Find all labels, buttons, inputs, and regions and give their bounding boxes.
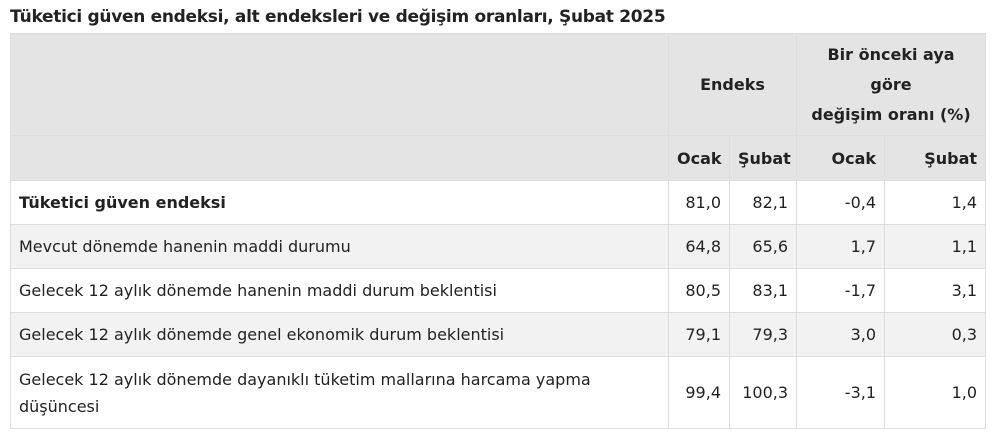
row-value: 64,8 [668, 224, 730, 269]
header-col: Şubat [884, 135, 987, 181]
row-value: 79,3 [728, 312, 798, 357]
header-col: Şubat [728, 135, 798, 181]
row-label: Gelecek 12 aylık dönemde genel ekonomik … [10, 312, 669, 357]
row-label: Gelecek 12 aylık dönemde dayanıklı tüket… [10, 356, 669, 429]
row-value: 79,1 [668, 312, 730, 357]
table-row: Tüketici güven endeksi 81,0 82,1 -0,4 1,4 [10, 180, 987, 225]
row-value: 0,3 [884, 312, 987, 357]
row-value: -1,7 [796, 268, 886, 313]
row-value: 80,5 [668, 268, 730, 313]
row-value: 1,7 [796, 224, 886, 269]
row-value: 81,0 [668, 180, 730, 225]
row-value: 65,6 [728, 224, 798, 269]
row-value: 83,1 [728, 268, 798, 313]
header-change: Bir önceki aya göre değişim oranı (%) [796, 33, 987, 136]
row-label: Tüketici güven endeksi [10, 180, 669, 225]
row-value: 1,4 [884, 180, 987, 225]
table-row: Gelecek 12 aylık dönemde hanenin maddi d… [10, 268, 987, 313]
row-value: 3,0 [796, 312, 886, 357]
row-value: 1,0 [884, 356, 987, 429]
table-title: Tüketici güven endeksi, alt endeksleri v… [10, 7, 666, 27]
table-row: Gelecek 12 aylık dönemde genel ekonomik … [10, 312, 987, 357]
header-endeks: Endeks [667, 33, 798, 136]
row-value: -3,1 [796, 356, 886, 429]
table-row: Gelecek 12 aylık dönemde dayanıklı tüket… [10, 356, 987, 429]
row-value: 99,4 [668, 356, 730, 429]
row-value: 82,1 [728, 180, 798, 225]
table-row: Mevcut dönemde hanenin maddi durumu 64,8 6… [10, 224, 987, 269]
row-value: -0,4 [796, 180, 886, 225]
header-blank-2 [10, 135, 669, 181]
row-value: 100,3 [728, 356, 798, 429]
row-label: Gelecek 12 aylık dönemde hanenin maddi d… [10, 268, 669, 313]
row-label: Mevcut dönemde hanenin maddi durumu [10, 224, 669, 269]
header-col: Ocak [668, 135, 730, 181]
data-table: Endeks Bir önceki aya göre değişim oranı (… [10, 33, 987, 429]
header-blank [10, 33, 669, 136]
header-col: Ocak [796, 135, 886, 181]
row-value: 3,1 [884, 268, 987, 313]
row-value: 1,1 [884, 224, 987, 269]
